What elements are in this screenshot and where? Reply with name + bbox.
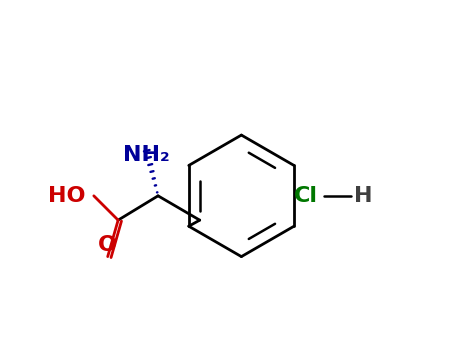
- Text: HO: HO: [48, 186, 85, 206]
- Text: NH₂: NH₂: [122, 146, 169, 166]
- Text: O: O: [98, 235, 117, 255]
- Text: Cl: Cl: [294, 186, 318, 206]
- Text: H: H: [354, 186, 373, 206]
